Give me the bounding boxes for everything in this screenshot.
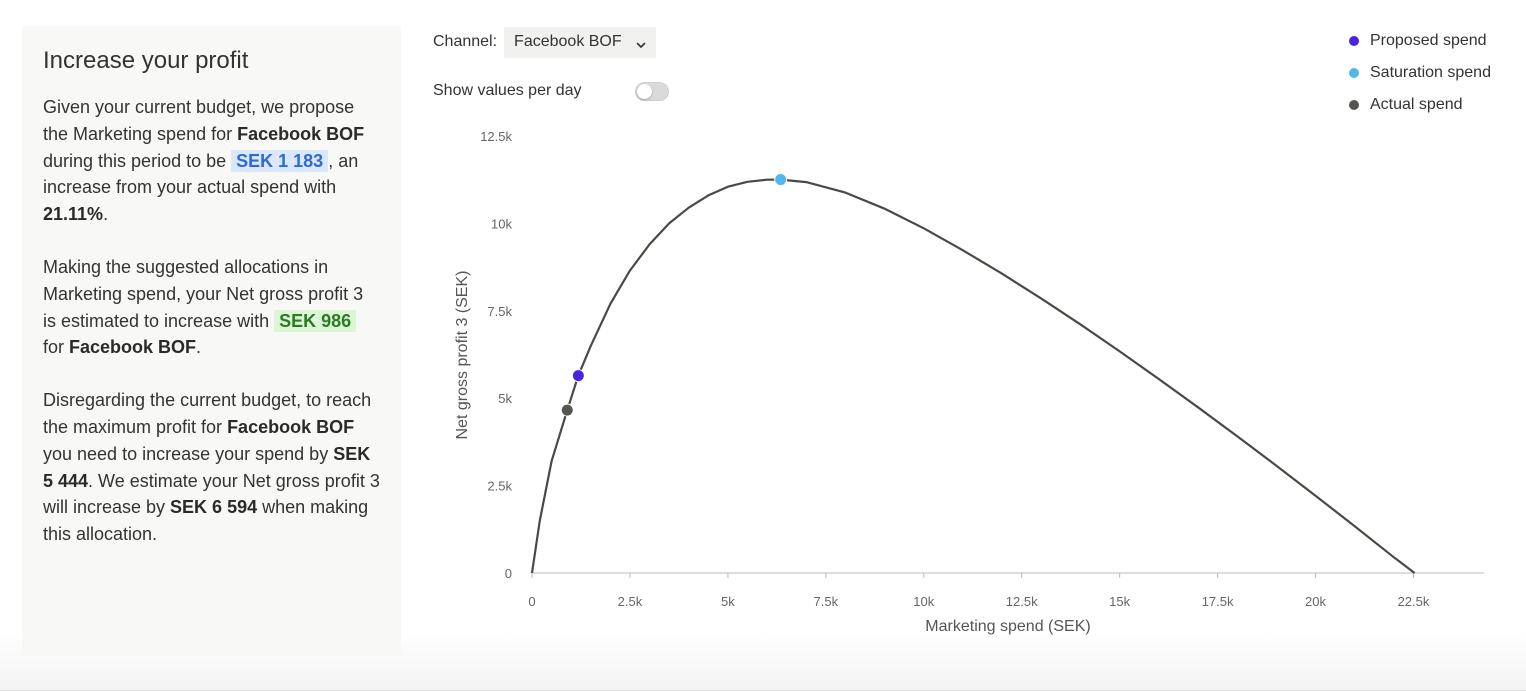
profit-curve-line [530,178,1416,574]
per-day-label: Show values per day [433,82,582,99]
x-tick-label: 17.5k [1202,594,1234,609]
x-tick-label: 5k [721,594,735,609]
channel-label: Channel: [433,33,498,50]
x-tick-label: 10k [913,594,934,609]
max-profit-increase-value: SEK 6 594 [170,497,258,518]
p1-text-3: , an increase from your actual spend wit… [43,150,359,198]
p1-channel: Facebook BOF [237,123,365,144]
x-tick-label: 12.5k [1006,594,1038,609]
x-tick-label: 22.5k [1398,594,1430,609]
p2-text-1: Making the suggested allocations in Mark… [43,256,364,331]
per-day-toggle[interactable] [635,81,669,101]
insight-panel: Increase your profit Given your current … [22,26,401,656]
x-axis-label: Marketing spend (SEK) [925,618,1090,635]
p3-channel: Facebook BOF [227,416,355,437]
channel-filter: Channel: Facebook BOF [433,26,656,58]
x-tick-label: 2.5k [618,594,643,609]
x-tick-label: 20k [1305,594,1326,609]
p3-text-2: you need to increase your spend by [43,443,334,464]
increase-percent: 21.11% [43,204,104,225]
y-tick-label: 10k [491,216,512,231]
proposed-spend-point [571,369,585,383]
profit-increase-badge: SEK 986 [274,309,357,332]
p2-text-3: . [196,337,202,358]
legend-label-saturation: Saturation spend [1370,64,1491,81]
channel-select-value: Facebook BOF [514,33,622,50]
p1-text-4: . [103,204,109,225]
y-tick-label: 7.5k [487,304,512,319]
x-tick-label: 7.5k [814,594,839,609]
saturation-dot-icon [1349,68,1359,78]
max-profit-paragraph: Disregarding the current budget, to reac… [43,387,380,548]
chart-ticks: 0 2.5k 5k 7.5k 10k 12.5k 15k 17.5k 20k 22.5k 0 2.5k… [480,129,1430,609]
p1-text-1: Given your current budget, we propose th… [43,97,355,144]
p2-text-2: for [43,337,70,358]
legend-label-proposed: Proposed spend [1370,32,1487,49]
legend-item-saturation[interactable]: Saturation spend [1349,57,1519,89]
saturation-spend-point [774,173,788,187]
actual-spend-point [560,403,574,417]
p3-text-3: . We estimate your Net gross profit 3 wi… [43,470,380,518]
p3-text-1: Disregarding the current budget, to reac… [43,390,372,437]
legend-item-actual[interactable]: Actual spend [1349,89,1519,121]
panel-title: Increase your profit [43,47,249,74]
chart-legend: Proposed spend Saturation spend Actual s… [1349,25,1519,121]
profit-paragraph: Making the suggested allocations in Mark… [43,254,380,361]
legend-label-actual: Actual spend [1370,96,1463,113]
p3-text-4: when making this allocation. [43,497,369,545]
per-day-row: Show values per day [433,78,669,104]
p1-text-2: during this period to be [43,150,232,171]
x-tick-label: 15k [1109,594,1130,609]
chevron-down-icon [636,37,646,48]
proposed-amount-badge: SEK 1 183 [231,149,329,172]
y-tick-label: 12.5k [480,129,512,144]
channel-select[interactable]: Facebook BOF [504,26,656,58]
y-tick-label: 2.5k [487,479,512,494]
y-tick-label: 5k [498,391,512,406]
y-tick-label: 0 [505,566,512,581]
y-axis-label: Net gross profit 3 (SEK) [454,271,471,440]
legend-item-proposed[interactable]: Proposed spend [1349,25,1519,57]
chart-points [560,173,788,417]
proposed-dot-icon [1349,36,1359,46]
p2-channel: Facebook BOF [69,337,197,358]
chart-series [530,178,1416,574]
spend-increase-value: SEK 5 444 [43,443,371,491]
actual-dot-icon [1349,100,1359,110]
toggle-knob [637,83,652,99]
x-tick-label: 0 [528,594,535,609]
proposal-paragraph: Given your current budget, we propose th… [43,94,380,228]
